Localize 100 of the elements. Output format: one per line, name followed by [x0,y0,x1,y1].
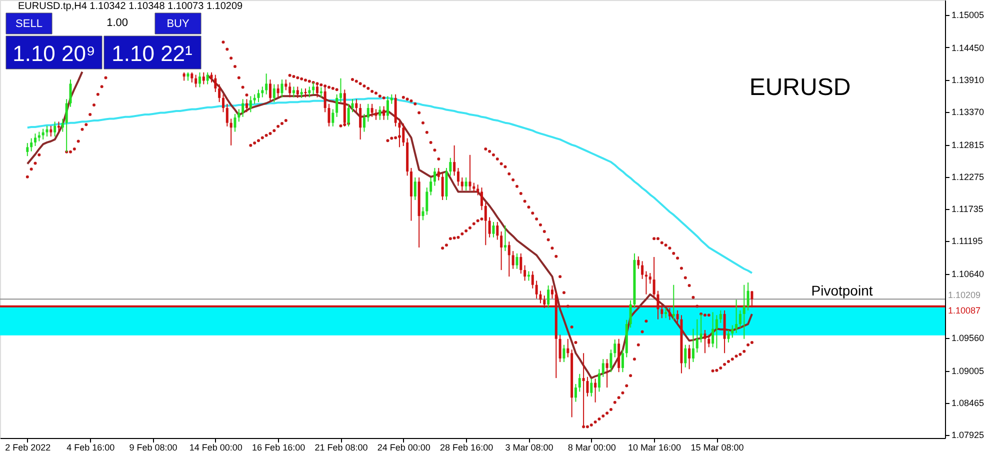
y-tick-label: 1.09560 [952,333,984,344]
candlestick [370,103,374,118]
candlestick [524,264,526,282]
candlestick [238,108,240,122]
candlestick [738,310,742,328]
candlestick [433,167,436,186]
y-tick-label: 1.09005 [952,366,984,376]
candlestick [512,250,514,270]
candlestick [362,113,366,132]
candlestick [265,73,268,95]
candlestick [61,118,64,132]
candlestick [430,176,432,196]
candlestick [547,284,550,309]
candlestick [696,318,698,354]
candlestick [676,310,679,324]
candlestick [539,290,542,304]
candlestick [214,74,217,92]
y-tick-label: 1.10640 [952,269,984,280]
candlestick [339,78,342,103]
candlestick [692,328,694,363]
candlestick [606,358,608,388]
candlestick [355,98,358,113]
candlestick [359,103,362,140]
y-tick-label: 1.11195 [952,236,983,246]
candlestick [648,272,652,284]
candlestick [414,176,416,201]
candlestick [441,172,444,201]
x-tick-label: 24 Feb 00:00 [377,442,430,452]
x-tick-label: 2 Feb 2022 [5,442,51,452]
candlestick [218,84,221,103]
candlestick [54,121,56,138]
candlestick [249,96,252,113]
y-tick-label: 1.07925 [952,430,984,440]
y-tick-label: 1.08465 [952,398,984,408]
candlestick [402,122,405,146]
candlestick [578,373,581,392]
candlestick [272,84,276,103]
x-tick-label: 10 Mar 16:00 [628,442,682,452]
y-tick-label: 1.12815 [952,140,984,150]
candlestick [535,280,538,300]
candlestick [390,94,393,104]
candlestick [26,142,29,157]
candlestick [226,103,228,127]
candlestick [508,241,510,278]
x-tick-label: 15 Mar 08:00 [690,442,744,452]
candlestick [453,144,456,176]
candlestick [735,299,738,334]
candlestick [210,72,213,83]
candlestick [594,378,597,403]
annotation: SELL [16,18,42,30]
candlestick [234,113,236,132]
candlestick [257,89,260,103]
candlestick [378,106,382,120]
candlestick [488,216,491,238]
candlestick [292,86,295,98]
candlestick [496,221,499,240]
candlestick [222,94,224,113]
candlestick [727,329,730,343]
candlestick [520,252,522,274]
candlestick [672,284,675,320]
ref-line-label: 1.10087 [948,305,981,316]
candlestick [288,82,292,98]
candlestick [300,88,303,98]
candlestick [476,184,480,196]
candlestick [629,300,632,328]
candlestick [586,376,589,397]
candlestick [637,256,640,270]
x-tick-label: 4 Feb 16:00 [66,442,115,452]
candlestick [245,98,248,113]
candlestick [531,270,534,289]
y-tick-label: 1.13370 [952,107,984,118]
candlestick [700,313,702,343]
candlestick [422,206,424,221]
y-tick-label: 1.12275 [952,172,984,182]
candlestick [242,98,244,118]
candlestick [324,86,326,113]
candlestick [351,98,354,113]
annotation: 1.00 [106,17,128,29]
candlestick [500,230,503,271]
candlestick [715,314,718,349]
candlestick [688,344,691,370]
x-tick-label: 14 Feb 00:00 [189,442,242,452]
candlestick [562,344,566,363]
candlestick [460,176,464,192]
candlestick [296,86,299,98]
candlestick [464,176,468,192]
candlestick [276,84,280,98]
candlestick [34,133,36,146]
candlestick [566,338,570,358]
candlestick [308,86,311,98]
candlestick [684,344,687,368]
candlestick [328,103,330,127]
candlestick [332,108,334,127]
candlestick [268,79,272,103]
candlestick [708,334,710,348]
x-tick-label: 21 Feb 08:00 [314,442,368,452]
candlestick [516,252,518,270]
candlestick [746,282,750,311]
candlestick [437,167,440,181]
candlestick [426,187,428,216]
